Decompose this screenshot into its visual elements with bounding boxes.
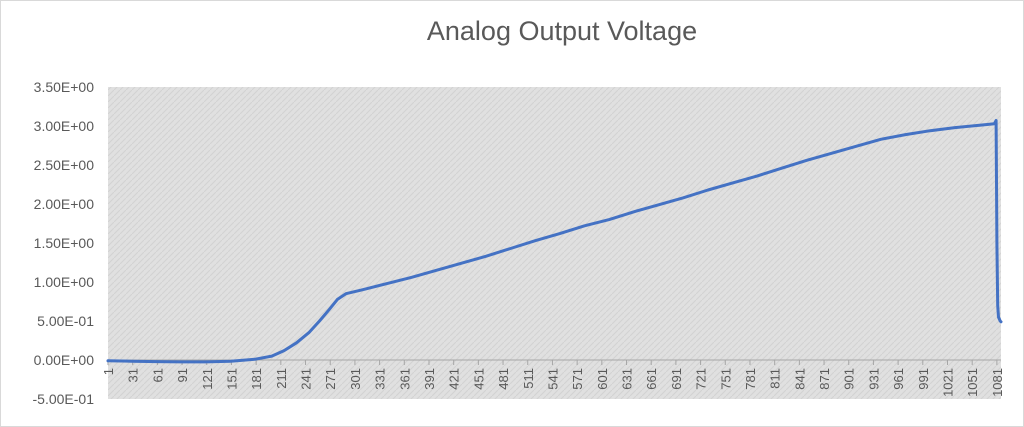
x-tick-label: 481 xyxy=(496,368,511,390)
x-tick-label: 151 xyxy=(224,368,239,390)
x-tick-label: 751 xyxy=(718,368,733,390)
y-tick-label: 3.50E+00 xyxy=(34,79,95,95)
x-tick-label: 181 xyxy=(249,368,264,390)
x-tick-label: 1021 xyxy=(941,368,956,397)
chart-title: Analog Output Voltage xyxy=(426,16,698,46)
y-tick-label: 5.00E-01 xyxy=(37,313,94,329)
x-tick-label: 331 xyxy=(373,368,388,390)
x-tick-label: 61 xyxy=(150,368,165,382)
x-tick-label: 811 xyxy=(768,368,783,389)
x-tick-label: 1 xyxy=(101,368,116,375)
x-tick-label: 121 xyxy=(200,368,215,390)
series-line xyxy=(106,119,1003,364)
y-tick-label: 2.00E+00 xyxy=(34,196,95,212)
x-tick-label: 931 xyxy=(866,368,881,390)
x-tick-label: 661 xyxy=(644,368,659,390)
x-tick-label: 901 xyxy=(842,368,857,390)
x-tick-label: 1051 xyxy=(965,368,980,397)
y-tick-label: 2.50E+00 xyxy=(34,157,95,173)
x-tick-label: 631 xyxy=(620,368,635,390)
y-tick-label: 1.50E+00 xyxy=(34,235,95,251)
x-tick-label: 211 xyxy=(274,368,289,389)
x-tick-label: 421 xyxy=(447,368,462,390)
x-tick-label: 241 xyxy=(299,368,314,390)
y-tick-label: 3.00E+00 xyxy=(34,118,95,134)
x-tick-label: 721 xyxy=(694,368,709,390)
x-tick-label: 31 xyxy=(126,368,141,382)
x-tick-label: 991 xyxy=(916,368,931,390)
x-tick-label: 301 xyxy=(348,368,363,390)
y-tick-label: 1.00E+00 xyxy=(34,274,95,290)
x-tick-label: 871 xyxy=(817,368,832,390)
x-tick-label: 451 xyxy=(471,368,486,390)
y-tick-label: -5.00E-01 xyxy=(33,391,95,407)
x-tick-label: 841 xyxy=(792,368,807,390)
x-tick-label: 361 xyxy=(397,368,412,390)
x-tick-label: 601 xyxy=(595,368,610,390)
x-tick-label: 511 xyxy=(521,368,536,389)
plot-background xyxy=(108,87,1001,399)
x-tick-label: 571 xyxy=(570,368,585,390)
x-tick-label: 961 xyxy=(891,368,906,390)
x-tick-label: 91 xyxy=(175,368,190,382)
x-tick-label: 391 xyxy=(422,368,437,390)
x-tick-label: 691 xyxy=(669,368,684,390)
y-tick-label: 0.00E+00 xyxy=(34,352,95,368)
x-tick-label: 1081 xyxy=(990,368,1005,397)
x-tick-label: 271 xyxy=(323,368,338,390)
x-tick-label: 541 xyxy=(545,368,560,390)
x-tick-label: 781 xyxy=(743,368,758,390)
